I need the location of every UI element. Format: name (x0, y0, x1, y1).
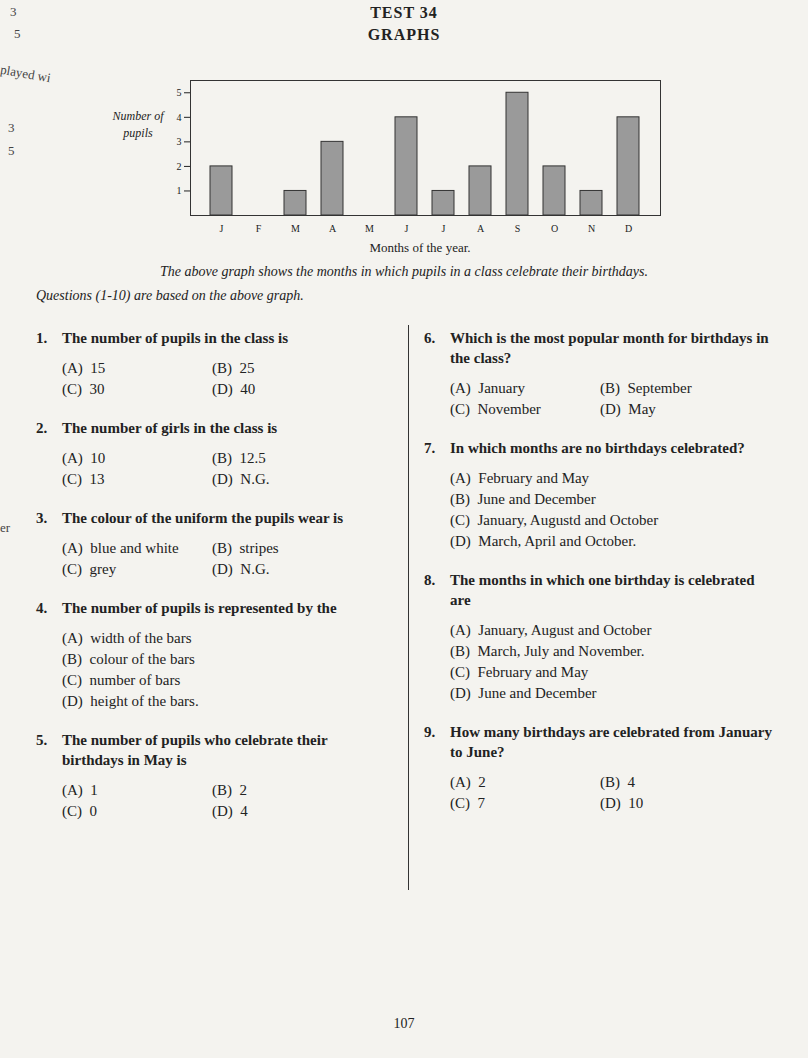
html-text:(C) 7: (C) 7 (450, 795, 485, 811)
html-text:(C) February and May: (C) February and May (450, 664, 589, 680)
html-text:How many birthdays are celebra: How many birthdays are celebrated from J… (450, 724, 772, 760)
svg-text:4: 4 (177, 112, 182, 123)
html-text:8.: 8. (424, 572, 436, 588)
svg-text:D: D (625, 223, 632, 234)
html-text:The months in which one birthd: The months in which one birthday is cele… (450, 572, 755, 608)
html-text:4.: 4. (36, 600, 48, 616)
html-text:(A) 10: (A) 10 (62, 450, 106, 466)
html-text:107: 107 (393, 1016, 415, 1031)
html-text:(D) height of the bars.: (D) height of the bars. (62, 693, 199, 709)
html-text:(C) 13: (C) 13 (62, 471, 105, 487)
html-text:(D) 10: (D) 10 (600, 795, 644, 811)
html-text:(B) March, July and November.: (B) March, July and November. (450, 643, 645, 659)
html-text:(D) N.G.: (D) N.G. (212, 471, 270, 487)
svg-text:5: 5 (177, 87, 182, 98)
html-text:GRAPHS: GRAPHS (367, 26, 441, 43)
svg-text:O: O (551, 223, 558, 234)
html-text:The number of pupils who celeb: The number of pupils who celebrate their… (62, 732, 328, 768)
html-text:Questions (1-10) are based on: Questions (1-10) are based on the above … (36, 288, 304, 303)
html-text:The above graph shows the mont: The above graph shows the months in whic… (160, 264, 648, 279)
html-text:(D) 4: (D) 4 (212, 803, 248, 819)
svg-text:S: S (515, 223, 521, 234)
html-text:(B) 2: (B) 2 (212, 782, 247, 798)
html-text:(D) 40: (D) 40 (212, 381, 256, 397)
html-text:(B) 12.5: (B) 12.5 (212, 450, 266, 466)
html-text:(A) width of the bars: (A) width of the bars (62, 630, 192, 646)
svg-text:3: 3 (177, 136, 182, 147)
html-text:(A) January: (A) January (450, 380, 525, 396)
html-text:(C) November: (C) November (450, 401, 541, 417)
html-text:(D) June and December: (D) June and December (450, 685, 597, 701)
html-text:(A) blue and white: (A) blue and white (62, 540, 179, 556)
html-text:2.: 2. (36, 420, 48, 436)
html-text:3: 3 (10, 4, 17, 19)
svg-text:A: A (329, 223, 337, 234)
html-text:The number of pupils is repres: The number of pupils is represented by t… (62, 600, 337, 616)
html-text:(A) February and May: (A) February and May (450, 470, 590, 486)
svg-text:M: M (365, 223, 374, 234)
html-text:The number of girls in the cla: The number of girls in the class is (62, 420, 278, 436)
html-text:7.: 7. (424, 440, 436, 456)
svg-text:F: F (256, 223, 262, 234)
html-text:Which is the most popular mont: Which is the most popular month for birt… (450, 330, 769, 366)
html-text:The colour of the uniform the: The colour of the uniform the pupils wea… (62, 510, 344, 526)
html-text:(C) 0: (C) 0 (62, 803, 97, 819)
html-text:(D) N.G.: (D) N.G. (212, 561, 270, 577)
html-text:(B) colour of the bars: (B) colour of the bars (62, 651, 195, 667)
svg-text:M: M (291, 223, 300, 234)
svg-text:N: N (588, 223, 595, 234)
html-text:3: 3 (8, 120, 15, 135)
html-text:(B) 25: (B) 25 (212, 360, 255, 376)
html-text:(A) 1: (A) 1 (62, 782, 98, 798)
html-text:(B) stripes: (B) stripes (212, 540, 279, 556)
html-text:(B) 4: (B) 4 (600, 774, 635, 790)
html-text:er: er (0, 520, 11, 535)
html-text:5: 5 (14, 26, 21, 41)
html-text:TEST 34: TEST 34 (370, 4, 438, 21)
html-text:played wi: played wi (0, 61, 52, 86)
html-text:In which months are no birthda: In which months are no birthdays celebra… (450, 440, 745, 456)
svg-text:J: J (442, 223, 446, 234)
html-text:The number of pupils in the cl: The number of pupils in the class is (62, 330, 288, 346)
html-text:(C) number of bars: (C) number of bars (62, 672, 181, 688)
html-text:(C) January, Augustd and Octob: (C) January, Augustd and October (450, 512, 659, 528)
svg-text:1: 1 (177, 185, 182, 196)
html-text:1.: 1. (36, 330, 48, 346)
html-text:9.: 9. (424, 724, 436, 740)
html-text:(D) March, April and October.: (D) March, April and October. (450, 533, 637, 549)
html-text:3.: 3. (36, 510, 48, 526)
html-text:5: 5 (8, 143, 15, 158)
html-text:(C) 30: (C) 30 (62, 381, 105, 397)
html-text:Number of pupils: Number of pupils (112, 109, 164, 140)
html-text:(B) September: (B) September (600, 380, 692, 396)
html-text:(A) 2: (A) 2 (450, 774, 486, 790)
svg-text:2: 2 (177, 161, 182, 172)
html-text:5.: 5. (36, 732, 48, 748)
html-text:(C) grey: (C) grey (62, 561, 117, 577)
svg-text:J: J (405, 223, 409, 234)
html-text:6.: 6. (424, 330, 436, 346)
html-text:(D) May: (D) May (600, 401, 656, 417)
html-text:(A) January, August and Octobe: (A) January, August and October (450, 622, 652, 638)
html-text:(B) June and December: (B) June and December (450, 491, 596, 507)
svg-text:A: A (477, 223, 485, 234)
html-text:(A) 15: (A) 15 (62, 360, 106, 376)
html-text:Months of the year.: Months of the year. (369, 240, 471, 255)
svg-text:J: J (220, 223, 224, 234)
